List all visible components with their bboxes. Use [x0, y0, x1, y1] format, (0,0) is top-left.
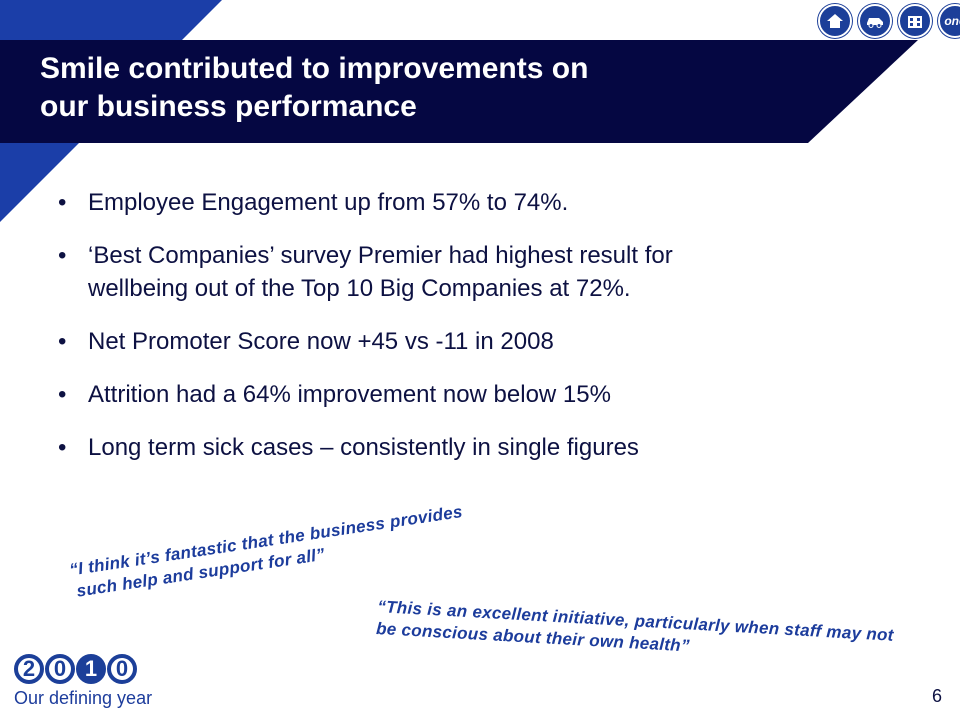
- logo-digit: 0: [107, 654, 137, 684]
- slide-title: Smile contributed to improvements on our…: [40, 50, 760, 126]
- one-logo-text: one: [944, 14, 960, 28]
- title-line-2: our business performance: [40, 90, 417, 123]
- employee-quote-2: “This is an excellent initiative, partic…: [376, 596, 895, 669]
- employee-quote-1: “I think it’s fantastic that the busines…: [66, 501, 467, 604]
- bullet-list: • Employee Engagement up from 57% to 74%…: [52, 186, 932, 484]
- logo-caption: Our defining year: [14, 688, 153, 708]
- bullet-dot: •: [58, 242, 67, 269]
- page-number: 6: [931, 686, 942, 706]
- bullet-item-3: • Net Promoter Score now +45 vs -11 in 2…: [52, 325, 932, 358]
- bullet-text-continued: wellbeing out of the Top 10 Big Companie…: [88, 275, 631, 302]
- title-band: [0, 40, 918, 143]
- bullet-text: Employee Engagement up from 57% to 74%.: [88, 189, 569, 216]
- logo-digit: 0: [45, 654, 75, 684]
- bullet-dot: •: [58, 434, 67, 461]
- home-icon[interactable]: [818, 4, 852, 38]
- building-icon[interactable]: [898, 4, 932, 38]
- bullet-text: ‘Best Companies’ survey Premier had high…: [88, 242, 673, 269]
- one-logo-icon[interactable]: one: [938, 4, 960, 38]
- logo-digit: 2: [14, 654, 44, 684]
- bullet-text: Long term sick cases – consistently in s…: [88, 434, 639, 461]
- nav-icon-bar: one: [818, 4, 960, 40]
- bullet-dot: •: [58, 189, 67, 216]
- bullet-text: Attrition had a 64% improvement now belo…: [88, 381, 611, 408]
- car-icon[interactable]: [858, 4, 892, 38]
- logo-digit: 1: [76, 654, 106, 684]
- bullet-item-4: • Attrition had a 64% improvement now be…: [52, 378, 932, 411]
- bullet-text: Net Promoter Score now +45 vs -11 in 200…: [88, 328, 554, 355]
- bullet-dot: •: [58, 328, 67, 355]
- bullet-item-2: • ‘Best Companies’ survey Premier had hi…: [52, 239, 932, 305]
- bullet-item-1: • Employee Engagement up from 57% to 74%…: [52, 186, 932, 219]
- bullet-item-5: • Long term sick cases – consistently in…: [52, 431, 932, 464]
- title-line-1: Smile contributed to improvements on: [40, 52, 589, 85]
- bullet-dot: •: [58, 381, 67, 408]
